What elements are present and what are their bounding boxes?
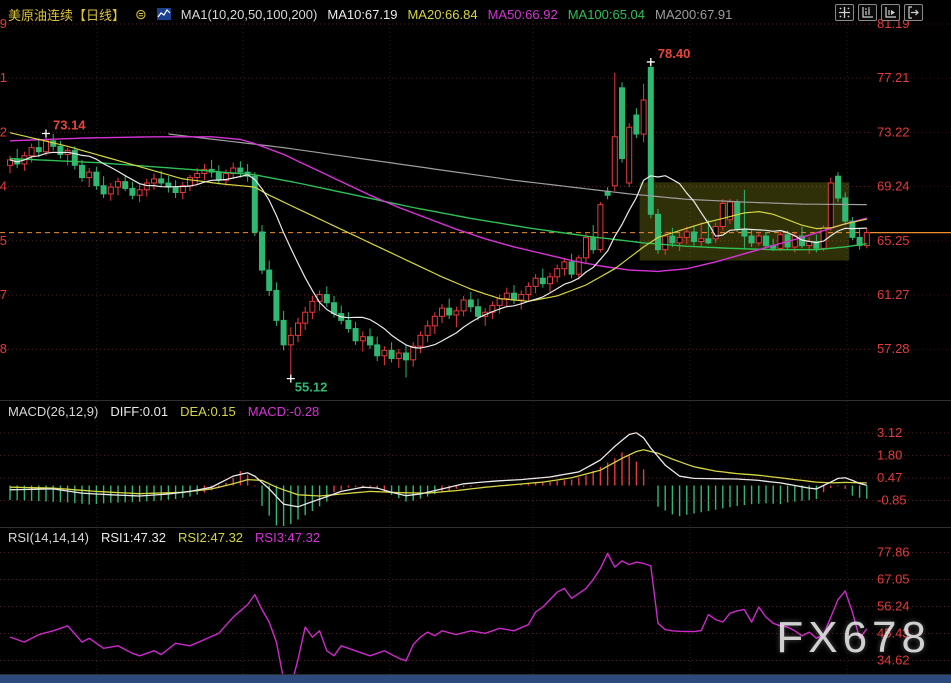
price-annotations: 73.14 78.40 55.12 bbox=[42, 46, 690, 395]
symbol-menu-icon[interactable]: ⊜ bbox=[135, 6, 147, 22]
ma20-line bbox=[9, 132, 867, 302]
kline-icon bbox=[156, 7, 171, 21]
rsi2-value: RSI2:47.32 bbox=[177, 530, 244, 545]
macd-diff-value: DIFF:0.01 bbox=[110, 404, 169, 419]
ma50-value: MA50:66.92 bbox=[487, 6, 558, 22]
svg-text:77.86: 77.86 bbox=[877, 545, 910, 560]
axis-scale-icon[interactable] bbox=[858, 4, 877, 21]
svg-text:73.22: 73.22 bbox=[877, 124, 910, 139]
svg-text:81.19: 81.19 bbox=[0, 16, 7, 31]
svg-text:3.12: 3.12 bbox=[877, 425, 902, 440]
rsi-axis: 77.86 67.05 56.24 45.43 34.62 bbox=[0, 545, 951, 668]
svg-text:73.22: 73.22 bbox=[0, 124, 7, 139]
svg-text:57.28: 57.28 bbox=[0, 341, 7, 356]
ma200-line bbox=[168, 133, 867, 206]
ma100-line bbox=[9, 157, 867, 251]
candlesticks bbox=[7, 61, 870, 379]
dea-line bbox=[9, 449, 867, 497]
svg-text:77.21: 77.21 bbox=[0, 70, 7, 85]
svg-text:56.24: 56.24 bbox=[877, 599, 910, 614]
svg-text:69.24: 69.24 bbox=[0, 179, 7, 194]
svg-text:55.12: 55.12 bbox=[295, 380, 328, 395]
axis-play-icon[interactable] bbox=[881, 4, 900, 21]
ma-params-label: MA1(10,20,50,100,200) bbox=[180, 6, 318, 22]
vertical-gridlines bbox=[96, 12, 848, 674]
ma10-line bbox=[9, 151, 867, 349]
chart-toolbar bbox=[835, 4, 923, 21]
rsi-name: RSI(14,14,14) bbox=[8, 530, 89, 545]
svg-text:57.28: 57.28 bbox=[877, 341, 910, 356]
svg-text:34.62: 34.62 bbox=[877, 653, 910, 668]
macd-name: MACD(26,12,9) bbox=[8, 404, 99, 419]
panel-separators bbox=[0, 400, 951, 675]
svg-text:-0.85: -0.85 bbox=[877, 492, 907, 507]
macd-macd-value: MACD:-0.28 bbox=[247, 404, 320, 419]
svg-text:61.27: 61.27 bbox=[877, 287, 910, 302]
macd-legend: MACD(26,12,9) DIFF:0.01 DEA:0.15 MACD:-0… bbox=[8, 404, 319, 419]
rsi-line bbox=[9, 552, 868, 674]
pane-exit-icon[interactable] bbox=[904, 4, 923, 21]
svg-text:67.05: 67.05 bbox=[877, 572, 910, 587]
ma200-value: MA200:67.91 bbox=[655, 6, 733, 22]
ma20-value: MA20:66.84 bbox=[407, 6, 478, 22]
ma10-value: MA10:67.19 bbox=[327, 6, 398, 22]
svg-text:0.47: 0.47 bbox=[877, 470, 902, 485]
svg-text:45.43: 45.43 bbox=[877, 626, 910, 641]
ma-lines bbox=[9, 132, 867, 349]
bottom-bar bbox=[0, 675, 951, 683]
svg-text:73.14: 73.14 bbox=[53, 117, 86, 132]
watermark: FX678 bbox=[776, 613, 931, 662]
price-axis: 81.1981.1977.2177.2173.2273.2269.2469.24… bbox=[0, 16, 951, 356]
ma50-line bbox=[9, 136, 867, 273]
rsi-panel bbox=[9, 552, 868, 674]
diff-line bbox=[9, 432, 867, 508]
rsi-legend: RSI(14,14,14) RSI1:47.32 RSI2:47.32 RSI3… bbox=[8, 530, 320, 545]
svg-text:77.21: 77.21 bbox=[877, 70, 910, 85]
svg-text:78.40: 78.40 bbox=[658, 46, 691, 61]
rsi3-value: RSI3:47.32 bbox=[255, 530, 321, 545]
svg-text:61.27: 61.27 bbox=[0, 287, 7, 302]
crosshair-icon[interactable] bbox=[835, 4, 854, 21]
macd-axis: 3.12 1.80 0.47 -0.85 bbox=[0, 425, 951, 507]
svg-text:69.24: 69.24 bbox=[877, 179, 910, 194]
svg-text:1.80: 1.80 bbox=[877, 447, 902, 462]
top-legend-bar: 美原油连续【日线】 ⊜ MA1(10,20,50,100,200) MA10:6… bbox=[8, 3, 732, 25]
rsi1-value: RSI1:47.32 bbox=[100, 530, 166, 545]
ma100-value: MA100:65.04 bbox=[567, 6, 646, 22]
svg-text:65.25: 65.25 bbox=[877, 233, 910, 248]
symbol-title: 美原油连续【日线】 bbox=[8, 7, 126, 23]
macd-dea-value: DEA:0.15 bbox=[180, 404, 236, 419]
macd-panel bbox=[9, 432, 868, 526]
svg-text:65.25: 65.25 bbox=[0, 233, 7, 248]
